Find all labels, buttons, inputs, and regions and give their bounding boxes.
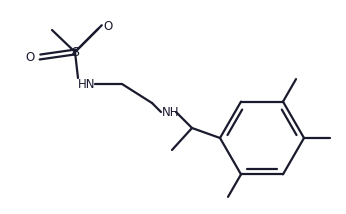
Text: S: S (71, 46, 79, 58)
Text: HN: HN (78, 77, 96, 91)
Text: O: O (103, 19, 113, 33)
Text: O: O (25, 51, 35, 64)
Text: NH: NH (162, 106, 180, 119)
